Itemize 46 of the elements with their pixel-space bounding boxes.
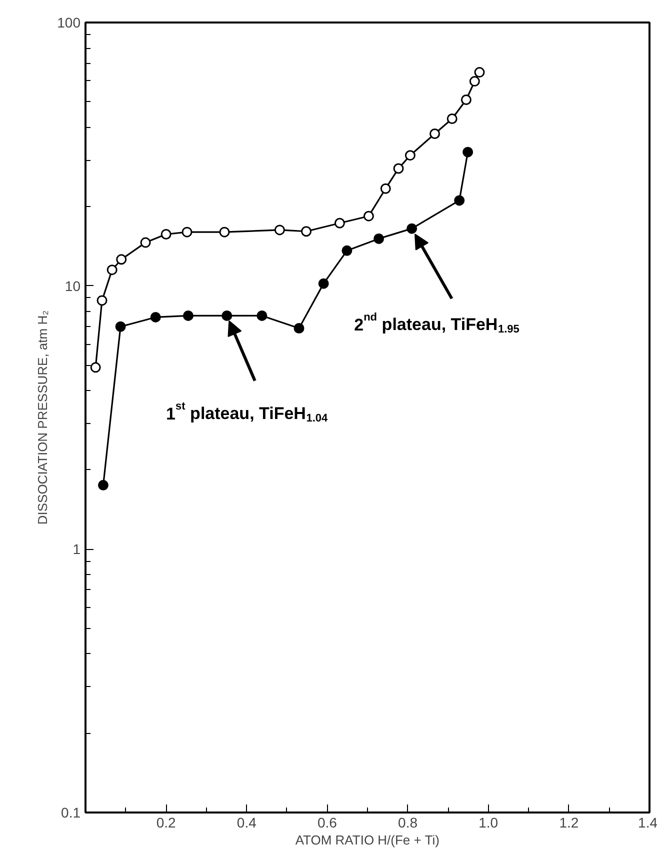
point	[318, 278, 329, 289]
point	[374, 233, 384, 244]
point	[219, 226, 230, 238]
point	[222, 310, 232, 321]
point	[462, 146, 474, 158]
point	[294, 323, 304, 334]
point	[140, 237, 151, 248]
x-tick-label: 1.4	[638, 814, 658, 830]
point	[160, 229, 172, 240]
point	[363, 210, 374, 222]
point	[150, 312, 161, 322]
point	[460, 94, 472, 105]
x-tick-label: 1.0	[478, 814, 498, 830]
point	[182, 226, 192, 238]
point	[90, 362, 101, 373]
point	[406, 223, 418, 234]
point	[342, 245, 352, 256]
point	[334, 218, 345, 228]
point	[430, 128, 440, 139]
point	[115, 321, 126, 332]
y-tick-label: 10	[64, 278, 81, 294]
point	[96, 295, 108, 306]
y-axis-title: DISSOCIATION PRESSURE, atm H₂	[35, 310, 50, 525]
point	[393, 163, 404, 174]
x-tick-label: 0.4	[236, 814, 257, 830]
x-tick-label: 0.8	[398, 814, 418, 830]
point	[404, 150, 416, 161]
x-axis-title: ATOM RATIO H/(Fe + Ti)	[295, 832, 440, 848]
y-tick-label: 1	[72, 541, 81, 558]
point	[301, 226, 312, 237]
point	[274, 224, 285, 236]
point	[469, 76, 480, 87]
point	[116, 254, 127, 265]
point	[182, 310, 194, 321]
point	[98, 480, 108, 490]
point	[256, 310, 268, 321]
x-tick-label: 0.2	[156, 814, 176, 830]
point	[380, 183, 391, 194]
y-tick-label: 0.1	[61, 804, 81, 820]
point	[446, 114, 458, 124]
point	[474, 67, 485, 78]
x-tick-label: 0.6	[317, 814, 338, 830]
x-tick-label: 1.2	[559, 814, 579, 830]
point	[106, 264, 118, 276]
y-tick-label: 100	[57, 14, 81, 30]
point	[454, 195, 465, 206]
